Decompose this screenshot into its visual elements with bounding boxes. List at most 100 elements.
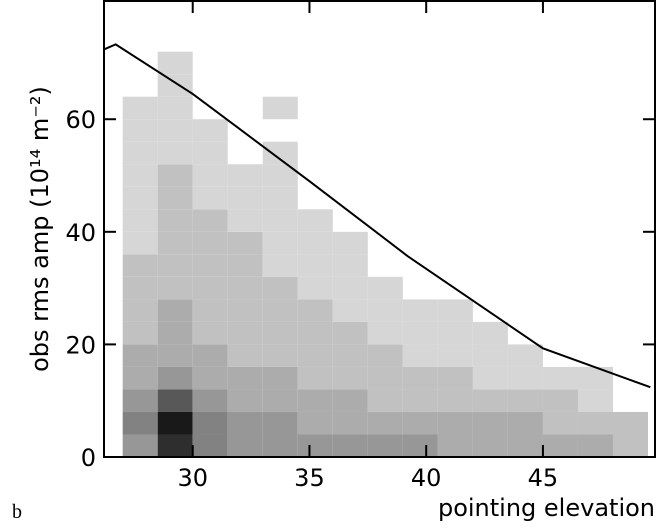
heatmap-cell — [122, 344, 158, 367]
heatmap-cell — [227, 299, 263, 322]
heatmap-cell — [157, 231, 193, 255]
y-tick-label: 0 — [81, 444, 96, 472]
panel-label: b — [12, 501, 22, 523]
heatmap-cell — [192, 186, 228, 210]
heatmap-cell — [122, 389, 158, 412]
heatmap-cell — [262, 186, 298, 210]
x-tick-label: 40 — [411, 464, 442, 492]
heatmap-cell — [157, 141, 193, 165]
heatmap-cell — [157, 434, 193, 457]
heatmap-cell — [437, 299, 473, 322]
heatmap-cell — [297, 209, 333, 232]
heatmap-cell — [577, 411, 613, 435]
heatmap-cell — [507, 411, 543, 435]
heatmap-cell — [332, 411, 368, 435]
heatmap-cell — [157, 96, 193, 120]
heatmap-cell — [122, 119, 158, 142]
heatmap-cell — [367, 321, 403, 345]
heatmap-cell — [297, 276, 333, 300]
heatmap-cell — [367, 299, 403, 322]
heatmap-cell — [297, 344, 333, 367]
heatmap-cell — [227, 164, 263, 187]
heatmap-cell — [297, 254, 333, 277]
heatmap-cell — [262, 321, 298, 345]
heatmap-cell — [262, 276, 298, 300]
heatmap-cell — [122, 299, 158, 322]
heatmap-cell — [437, 389, 473, 412]
heatmap-cell — [192, 141, 228, 165]
heatmap-cell — [332, 344, 368, 367]
heatmap-cell — [227, 344, 263, 367]
heatmap-cell — [157, 254, 193, 277]
heatmap-cell — [472, 434, 508, 457]
heatmap-cell — [157, 299, 193, 322]
heatmap-cell — [297, 389, 333, 412]
x-tick-label: 35 — [294, 464, 325, 492]
heatmap-cell — [332, 366, 368, 390]
heatmap-cell — [192, 209, 228, 232]
heatmap-cell — [157, 366, 193, 390]
heatmap-cell — [192, 119, 228, 142]
heatmap-cell — [122, 96, 158, 120]
heatmap-cell — [192, 434, 228, 457]
heatmap-cell — [122, 209, 158, 232]
heatmap-cell — [297, 299, 333, 322]
plot-frame — [103, 0, 656, 458]
heatmap-cell — [367, 366, 403, 390]
heatmap-cell — [612, 434, 648, 457]
heatmap-cell — [332, 231, 368, 255]
heatmap-cell — [507, 344, 543, 367]
heatmap-cell — [577, 434, 613, 457]
heatmap-cell — [227, 231, 263, 255]
heatmap-cell — [507, 434, 543, 457]
heatmap-cell — [367, 411, 403, 435]
line — [103, 43, 651, 389]
heatmap-cell — [402, 299, 438, 322]
heatmap-cell — [297, 231, 333, 255]
heatmap-cell — [262, 96, 298, 120]
heatmap-cell — [402, 344, 438, 367]
heatmap-cell — [367, 434, 403, 457]
heatmap-cell — [122, 231, 158, 255]
heatmap-cell — [192, 366, 228, 390]
heatmap-cell — [332, 276, 368, 300]
heatmap-cell — [437, 411, 473, 435]
heatmap-cell — [122, 434, 158, 457]
heatmap-cell — [367, 389, 403, 412]
heatmap-cell — [122, 321, 158, 345]
heatmap-cell — [297, 366, 333, 390]
x-axis-label: pointing elevation — [438, 494, 655, 522]
heatmap-cell — [227, 321, 263, 345]
y-tick-label: 60 — [65, 106, 96, 134]
heatmap-cell — [192, 231, 228, 255]
heatmap-cell — [612, 411, 648, 435]
y-axis-label: obs rms amp (10¹⁴ m⁻²) — [26, 86, 54, 372]
heatmap-cell — [192, 254, 228, 277]
heatmap-cell — [227, 411, 263, 435]
heatmap-cell — [157, 119, 193, 142]
x-tick-label: 45 — [528, 464, 559, 492]
heatmap-cell — [157, 74, 193, 97]
heatmap-cell — [157, 389, 193, 412]
heatmap-cell — [437, 321, 473, 345]
heatmap-cell — [472, 389, 508, 412]
heatmap-cell — [472, 344, 508, 367]
heatmap-cell — [192, 299, 228, 322]
heatmap-cell — [332, 299, 368, 322]
heatmap-cell — [122, 186, 158, 210]
heatmap-cell — [192, 164, 228, 187]
heatmap-cell — [227, 209, 263, 232]
heatmap-cell — [507, 389, 543, 412]
heatmap-cell — [437, 366, 473, 390]
heatmap-cell — [472, 366, 508, 390]
heatmap-cell — [332, 254, 368, 277]
heatmap-cell — [542, 389, 578, 412]
heatmap-cell — [332, 389, 368, 412]
heatmap-cell — [122, 141, 158, 165]
heatmap-cell — [227, 186, 263, 210]
heatmap-cell — [402, 321, 438, 345]
heatmap-cell — [437, 344, 473, 367]
heatmap-cell — [157, 51, 193, 75]
heatmap-cell — [437, 434, 473, 457]
